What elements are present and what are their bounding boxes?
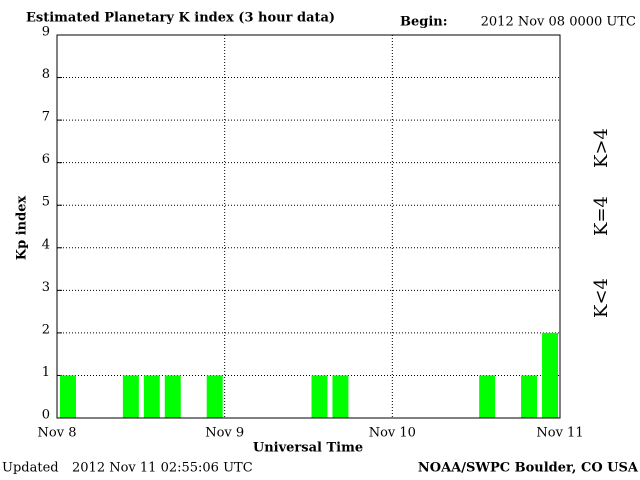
- y-tick-label: 6: [42, 152, 50, 167]
- x-tick-label: Nov 9: [205, 426, 244, 441]
- y-tick-label: 9: [42, 25, 50, 40]
- bar: [332, 375, 349, 418]
- bar: [143, 375, 160, 418]
- legend-entry: K>4: [591, 128, 612, 168]
- bar: [122, 375, 139, 418]
- y-axis-label: Kp index: [15, 196, 30, 261]
- y-tick-label: 3: [42, 280, 50, 295]
- begin-label: Begin:: [400, 15, 448, 30]
- credit: NOAA/SWPC Boulder, CO USA: [418, 461, 639, 476]
- x-tick-label: Nov 8: [38, 426, 77, 441]
- begin-value: 2012 Nov 08 0000 UTC: [481, 15, 636, 30]
- x-tick-label: Nov 10: [369, 426, 416, 441]
- bar: [311, 375, 328, 418]
- chart-title: Estimated Planetary K index (3 hour data…: [26, 11, 335, 26]
- y-tick-label: 2: [42, 322, 50, 337]
- y-tick-label: 5: [42, 195, 50, 210]
- bar: [521, 375, 538, 418]
- bar: [542, 332, 558, 418]
- bar: [479, 375, 496, 418]
- legend-entry: K=4: [591, 196, 612, 236]
- x-axis-label: Universal Time: [253, 441, 363, 456]
- plot-frame: [56, 34, 561, 419]
- bar: [164, 375, 181, 418]
- bar: [60, 375, 76, 418]
- y-tick-label: 7: [42, 110, 50, 125]
- updated-label: Updated: [2, 461, 59, 476]
- y-tick-label: 8: [42, 67, 50, 82]
- x-tick-label: Nov 11: [536, 426, 583, 441]
- y-tick-label: 1: [42, 365, 50, 380]
- legend-entry: K<4: [591, 278, 612, 318]
- y-tick-label: 0: [42, 408, 50, 423]
- y-tick-label: 4: [42, 237, 50, 252]
- bar: [206, 375, 223, 418]
- updated-value: 2012 Nov 11 02:55:06 UTC: [72, 461, 253, 476]
